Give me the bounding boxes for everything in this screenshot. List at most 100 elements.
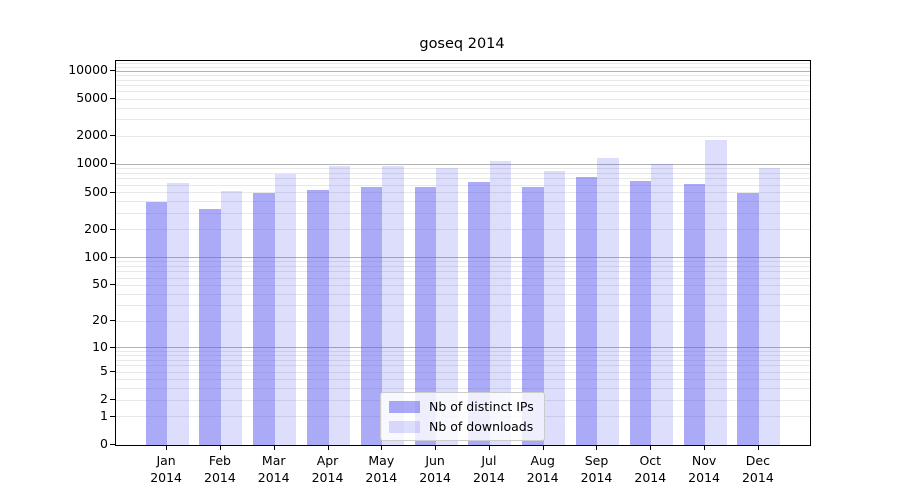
minor-gridline [116, 266, 810, 268]
bar-downloads [167, 182, 189, 445]
major-gridline [116, 163, 810, 165]
minor-gridline [116, 201, 810, 203]
bar-distinct-ips [575, 176, 598, 445]
minor-gridline [116, 388, 810, 390]
x-tick-label: Jul 2014 [459, 452, 519, 486]
minor-gridline [116, 284, 810, 286]
x-tick-mark [381, 446, 383, 450]
legend-item-downloads: Nb of downloads [389, 419, 534, 434]
x-tick-month: Dec [745, 453, 770, 468]
minor-gridline [116, 355, 810, 357]
y-tick-mark [110, 70, 115, 71]
minor-gridline [116, 351, 810, 353]
minor-gridline [116, 305, 810, 307]
minor-gridline [116, 63, 810, 65]
bar-downloads [705, 140, 727, 445]
bar-downloads [543, 171, 566, 445]
minor-gridline [116, 66, 810, 68]
x-tick-month: Jul [481, 453, 497, 468]
bar-downloads [436, 167, 458, 445]
legend-item-distinct-ips: Nb of distinct IPs [389, 399, 534, 414]
x-tick-year: 2014 [257, 470, 290, 485]
legend-label-distinct-ips: Nb of distinct IPs [429, 399, 534, 414]
x-tick-mark [166, 446, 168, 450]
minor-gridline [116, 360, 810, 362]
x-tick-label: Nov 2014 [674, 452, 734, 486]
bar-distinct-ips [629, 181, 652, 445]
major-gridline [116, 70, 810, 72]
x-tick-month: Feb [208, 453, 231, 468]
x-tick-mark [488, 446, 490, 450]
x-tick-mark [650, 446, 652, 450]
y-tick-label: 100 [84, 248, 108, 264]
x-tick-year: 2014 [580, 470, 613, 485]
y-tick-mark [110, 256, 115, 258]
x-tick-month: Nov [691, 453, 717, 468]
minor-gridline [116, 91, 810, 93]
minor-gridline [116, 74, 810, 76]
minor-gridline [116, 79, 810, 81]
bar-distinct-ips [683, 184, 706, 445]
x-tick-year: 2014 [634, 470, 667, 485]
y-tick-mark [110, 98, 115, 100]
major-gridline [116, 257, 810, 259]
y-tick-mark [110, 284, 115, 286]
y-tick-mark [110, 415, 115, 417]
x-tick-mark [327, 446, 329, 450]
x-tick-label: Oct 2014 [620, 452, 680, 486]
x-tick-year: 2014 [365, 470, 398, 485]
minor-gridline [116, 184, 810, 186]
minor-gridline [116, 192, 810, 194]
x-tick-mark [757, 446, 759, 450]
minor-gridline [116, 371, 810, 373]
plot-area: Nb of distinct IPs Nb of downloads [115, 60, 811, 446]
chart-title: goseq 2014 [419, 36, 505, 52]
bar-downloads [274, 173, 297, 445]
legend-swatch-distinct-ips-icon [389, 400, 420, 413]
y-tick-label: 20 [92, 312, 108, 328]
x-tick-mark [704, 446, 706, 450]
x-tick-month: May [368, 453, 395, 468]
x-tick-year: 2014 [472, 470, 505, 485]
bar-downloads [382, 165, 404, 445]
x-tick-label: Feb 2014 [190, 452, 250, 486]
x-tick-year: 2014 [150, 470, 182, 485]
bar-distinct-ips [145, 201, 168, 445]
x-tick-label: May 2014 [351, 452, 411, 486]
y-tick-mark [110, 228, 115, 230]
x-tick-mark [273, 446, 275, 450]
bar-distinct-ips [306, 189, 329, 445]
minor-gridline [116, 261, 810, 263]
minor-gridline [116, 98, 810, 100]
minor-gridline [116, 107, 810, 109]
x-tick-year: 2014 [741, 470, 774, 485]
minor-gridline [116, 320, 810, 322]
legend-swatch-downloads-icon [389, 420, 420, 433]
y-tick-mark [110, 371, 115, 373]
y-tick-mark [110, 320, 115, 322]
bar-distinct-ips [468, 182, 490, 445]
x-tick-month: Sep [584, 453, 609, 468]
minor-gridline [116, 84, 810, 86]
x-tick-month: Apr [316, 453, 339, 468]
y-tick-mark [110, 191, 115, 193]
x-tick-label: Jan 2014 [136, 452, 196, 486]
y-tick-mark [110, 444, 115, 445]
y-tick-label: 2000 [76, 127, 108, 143]
x-tick-label: Aug 2014 [513, 452, 573, 486]
bar-downloads [758, 167, 781, 445]
minor-gridline [116, 173, 810, 175]
bar-distinct-ips [522, 187, 544, 445]
y-tick-label: 0 [100, 436, 108, 451]
bar-downloads [651, 163, 673, 445]
y-tick-label: 1000 [76, 155, 108, 171]
y-tick-label: 50 [92, 276, 108, 292]
x-tick-label: Sep 2014 [566, 452, 626, 486]
x-tick-month: Aug [530, 453, 555, 468]
x-tick-year: 2014 [526, 470, 559, 485]
y-tick-mark [110, 399, 115, 401]
y-tick-mark [110, 135, 115, 137]
x-tick-label: Jun 2014 [405, 452, 465, 486]
bar-downloads [328, 165, 351, 445]
x-tick-label: Apr 2014 [298, 452, 358, 486]
